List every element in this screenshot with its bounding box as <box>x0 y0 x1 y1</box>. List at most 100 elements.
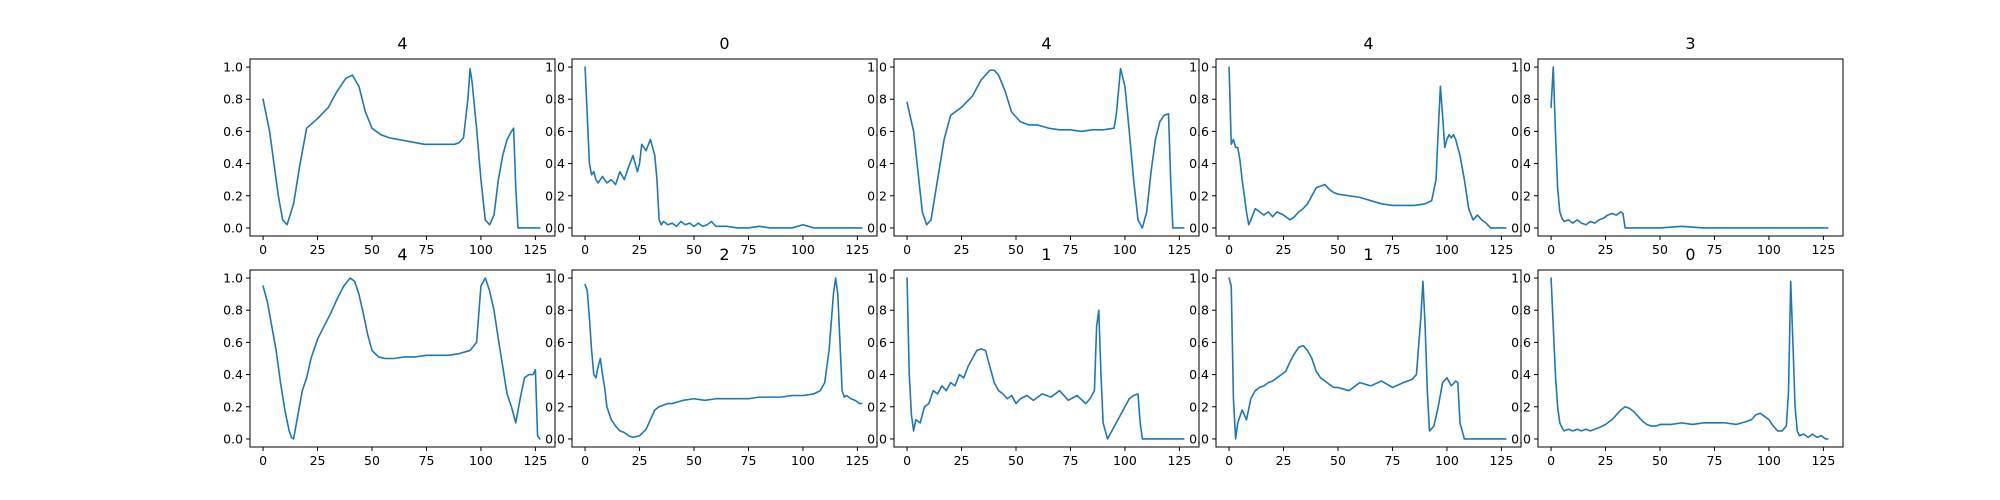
y-tick-label: 0.0 <box>867 431 887 446</box>
axes-frame <box>249 269 556 448</box>
y-tick-label: 0.6 <box>867 335 887 350</box>
axes-frame <box>893 269 1200 448</box>
x-tick-label: 125 <box>1489 453 1513 468</box>
series-line <box>584 277 863 439</box>
y-tick-label: 0.6 <box>1189 124 1209 139</box>
axes-frame <box>249 58 556 237</box>
subplot-title: 3 <box>1685 34 1695 53</box>
y-tick-label: 0.6 <box>1511 335 1531 350</box>
x-tick-label: 100 <box>1113 242 1137 257</box>
subplot-1: 4 0 25 50 75 100 125 0.0 0.2 0.4 0.6 0.8 1.0 <box>223 34 556 257</box>
y-tick-label: 0.0 <box>1511 431 1531 446</box>
x-tick-label: 75 <box>419 242 435 257</box>
x-tick-label: 50 <box>1330 453 1346 468</box>
axes-frame <box>1537 58 1844 237</box>
x-tick-label: 0 <box>1225 242 1233 257</box>
x-tick-label: 100 <box>469 453 493 468</box>
y-tick-label: 0.8 <box>1189 92 1209 107</box>
series-line <box>584 66 863 229</box>
series-line <box>1550 277 1829 440</box>
y-tick-label: 0.4 <box>223 367 243 382</box>
x-tick-label: 50 <box>364 453 380 468</box>
x-tick-label: 75 <box>741 242 757 257</box>
x-tick-label: 100 <box>791 242 815 257</box>
subplot-7: 2 0 25 50 75 100 125 0.0 0.2 0.4 0.6 0.8 1.0 <box>545 245 878 468</box>
y-tick-label: 0.8 <box>867 92 887 107</box>
y-tick-label: 0.6 <box>545 335 565 350</box>
x-tick-label: 125 <box>845 242 869 257</box>
subplot-title: 1 <box>1041 245 1051 264</box>
y-tick-label: 0.8 <box>545 92 565 107</box>
y-tick-label: 1.0 <box>1511 271 1531 286</box>
y-tick-label: 0.8 <box>545 303 565 318</box>
y-tick-label: 1.0 <box>545 60 565 75</box>
subplot-title: 4 <box>397 245 407 264</box>
subplot-title: 4 <box>1041 34 1051 53</box>
x-tick-label: 0 <box>903 242 911 257</box>
x-tick-label: 50 <box>1008 453 1024 468</box>
x-tick-label: 75 <box>741 453 757 468</box>
x-tick-label: 75 <box>419 453 435 468</box>
subplot-8: 1 0 25 50 75 100 125 0.0 0.2 0.4 0.6 0.8 1.0 <box>867 245 1200 468</box>
x-tick-label: 125 <box>1167 242 1191 257</box>
x-tick-label: 75 <box>1707 453 1723 468</box>
x-tick-label: 75 <box>1063 453 1079 468</box>
series-line <box>906 277 1185 440</box>
y-tick-label: 0.6 <box>545 124 565 139</box>
subplot-title: 0 <box>1685 245 1695 264</box>
x-tick-label: 100 <box>469 242 493 257</box>
axes-frame <box>1215 269 1522 448</box>
x-tick-label: 100 <box>1757 242 1781 257</box>
x-tick-label: 100 <box>1113 453 1137 468</box>
y-tick-label: 1.0 <box>1189 60 1209 75</box>
subplot-title: 4 <box>1363 34 1373 53</box>
x-tick-label: 125 <box>523 242 547 257</box>
x-tick-label: 125 <box>1167 453 1191 468</box>
subplot-5: 3 0 25 50 75 100 125 0.0 0.2 0.4 0.6 0.8 1.0 <box>1511 34 1844 257</box>
y-tick-label: 0.8 <box>223 303 243 318</box>
x-tick-label: 50 <box>686 453 702 468</box>
y-tick-label: 0.2 <box>223 188 243 203</box>
y-tick-label: 0.6 <box>223 124 243 139</box>
x-tick-label: 0 <box>259 453 267 468</box>
series-line <box>262 67 541 229</box>
x-tick-label: 0 <box>581 242 589 257</box>
subplot-title: 1 <box>1363 245 1373 264</box>
y-tick-label: 0.6 <box>1189 335 1209 350</box>
y-tick-label: 0.8 <box>223 92 243 107</box>
subplot-title: 0 <box>719 34 729 53</box>
y-tick-label: 0.2 <box>867 399 887 414</box>
x-tick-label: 25 <box>1598 453 1614 468</box>
y-tick-label: 0.4 <box>1189 367 1209 382</box>
y-tick-label: 0.0 <box>867 220 887 235</box>
x-tick-label: 0 <box>1547 242 1555 257</box>
x-tick-label: 75 <box>1707 242 1723 257</box>
x-tick-label: 75 <box>1385 453 1401 468</box>
x-tick-label: 50 <box>686 242 702 257</box>
x-tick-label: 75 <box>1063 242 1079 257</box>
y-tick-label: 0.4 <box>223 156 243 171</box>
x-tick-label: 0 <box>1225 453 1233 468</box>
y-tick-label: 0.4 <box>867 156 887 171</box>
y-tick-label: 0.8 <box>1511 303 1531 318</box>
axes-frame <box>1215 58 1522 237</box>
subplot-9: 1 0 25 50 75 100 125 0.0 0.2 0.4 0.6 0.8 1.0 <box>1189 245 1522 468</box>
y-tick-label: 1.0 <box>867 271 887 286</box>
subplot-2: 0 0 25 50 75 100 125 0.0 0.2 0.4 0.6 0.8 1.0 <box>545 34 878 257</box>
x-tick-label: 25 <box>954 453 970 468</box>
y-tick-label: 0.6 <box>867 124 887 139</box>
x-tick-label: 0 <box>581 453 589 468</box>
subplot-10: 0 0 25 50 75 100 125 0.0 0.2 0.4 0.6 0.8 1.0 <box>1511 245 1844 468</box>
y-tick-label: 1.0 <box>1189 271 1209 286</box>
x-tick-label: 0 <box>903 453 911 468</box>
y-tick-label: 0.8 <box>867 303 887 318</box>
y-tick-label: 0.2 <box>1189 399 1209 414</box>
axes-frame <box>571 58 878 237</box>
x-tick-label: 75 <box>1385 242 1401 257</box>
y-tick-label: 0.0 <box>1189 220 1209 235</box>
y-tick-label: 0.4 <box>545 156 565 171</box>
x-tick-label: 25 <box>632 453 648 468</box>
x-tick-label: 100 <box>1435 242 1459 257</box>
axes-frame <box>571 269 878 448</box>
